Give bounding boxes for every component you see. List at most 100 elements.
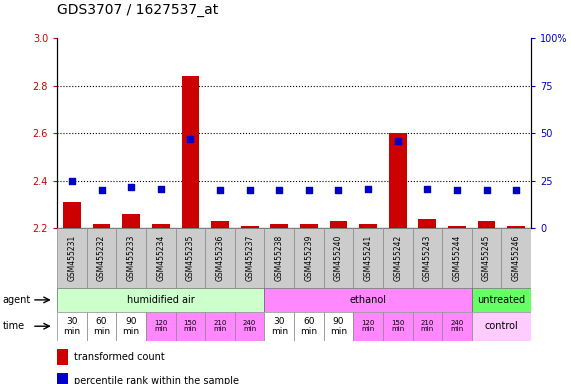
Text: control: control	[485, 321, 518, 331]
Bar	[294, 228, 324, 288]
Bar	[264, 228, 294, 288]
Bar	[235, 312, 264, 341]
Point	[215, 187, 224, 194]
Text: GSM455233: GSM455233	[127, 235, 136, 281]
Bar	[116, 228, 146, 288]
Text: GSM455241: GSM455241	[364, 235, 373, 281]
Text: 30
min: 30 min	[63, 317, 81, 336]
Text: 90
min: 90 min	[330, 317, 347, 336]
Bar	[205, 312, 235, 341]
Bar	[57, 288, 264, 312]
Bar	[211, 221, 229, 228]
Bar	[383, 228, 412, 288]
Text: 120
min: 120 min	[154, 320, 167, 333]
Text: GSM455236: GSM455236	[215, 235, 224, 281]
Bar	[324, 312, 353, 341]
Text: GSM455240: GSM455240	[334, 235, 343, 281]
Text: GSM455231: GSM455231	[67, 235, 77, 281]
Bar	[383, 312, 412, 341]
Point	[423, 185, 432, 192]
Point	[393, 138, 403, 144]
Bar	[87, 228, 116, 288]
Bar	[146, 228, 176, 288]
Bar	[57, 228, 87, 288]
Bar	[205, 228, 235, 288]
Bar	[264, 312, 294, 341]
Text: GSM455242: GSM455242	[393, 235, 402, 281]
Bar	[472, 312, 531, 341]
Bar	[442, 312, 472, 341]
Point	[275, 187, 284, 194]
Bar	[271, 224, 288, 228]
Bar	[472, 228, 501, 288]
Text: ethanol: ethanol	[349, 295, 387, 305]
Bar	[57, 373, 67, 384]
Bar	[182, 76, 199, 228]
Bar	[329, 221, 347, 228]
Bar	[63, 202, 81, 228]
Bar	[116, 312, 146, 341]
Bar	[300, 224, 317, 228]
Bar	[353, 228, 383, 288]
Bar	[501, 228, 531, 288]
Bar	[264, 288, 472, 312]
Text: GSM455243: GSM455243	[423, 235, 432, 281]
Text: humidified air: humidified air	[127, 295, 195, 305]
Bar	[448, 226, 466, 228]
Text: percentile rank within the sample: percentile rank within the sample	[74, 376, 239, 384]
Bar	[353, 312, 383, 341]
Point	[452, 187, 461, 194]
Bar	[235, 228, 264, 288]
Bar	[507, 226, 525, 228]
Text: untreated: untreated	[477, 295, 525, 305]
Text: GSM455239: GSM455239	[304, 235, 313, 281]
Text: GSM455244: GSM455244	[452, 235, 461, 281]
Bar	[442, 228, 472, 288]
Point	[304, 187, 313, 194]
Bar	[324, 228, 353, 288]
Text: 30
min: 30 min	[271, 317, 288, 336]
Point	[67, 178, 77, 184]
Bar	[57, 349, 67, 366]
Text: 150
min: 150 min	[391, 320, 404, 333]
Point	[156, 185, 166, 192]
Point	[97, 187, 106, 194]
Text: 90
min: 90 min	[123, 317, 140, 336]
Text: 60
min: 60 min	[300, 317, 317, 336]
Text: GSM455246: GSM455246	[512, 235, 521, 281]
Point	[512, 187, 521, 194]
Text: 210
min: 210 min	[214, 320, 227, 333]
Text: 60
min: 60 min	[93, 317, 110, 336]
Bar	[412, 312, 442, 341]
Text: 150
min: 150 min	[184, 320, 197, 333]
Text: 210
min: 210 min	[421, 320, 434, 333]
Point	[127, 184, 136, 190]
Text: GSM455237: GSM455237	[245, 235, 254, 281]
Bar	[478, 221, 496, 228]
Text: GDS3707 / 1627537_at: GDS3707 / 1627537_at	[57, 3, 218, 17]
Bar	[389, 134, 407, 228]
Text: agent: agent	[3, 295, 31, 305]
Text: GSM455238: GSM455238	[275, 235, 284, 281]
Point	[364, 185, 373, 192]
Bar	[87, 312, 116, 341]
Text: GSM455245: GSM455245	[482, 235, 491, 281]
Text: 240
min: 240 min	[243, 320, 256, 333]
Text: transformed count: transformed count	[74, 353, 164, 362]
Bar	[241, 226, 259, 228]
Bar	[176, 312, 205, 341]
Bar	[122, 214, 140, 228]
Bar	[146, 312, 176, 341]
Text: GSM455234: GSM455234	[156, 235, 165, 281]
Point	[482, 187, 491, 194]
Text: GSM455232: GSM455232	[97, 235, 106, 281]
Text: time: time	[3, 321, 25, 331]
Point	[245, 187, 254, 194]
Point	[186, 136, 195, 142]
Bar	[57, 312, 87, 341]
Text: GSM455235: GSM455235	[186, 235, 195, 281]
Point	[334, 187, 343, 194]
Bar	[359, 224, 377, 228]
Bar	[419, 219, 436, 228]
Bar	[294, 312, 324, 341]
